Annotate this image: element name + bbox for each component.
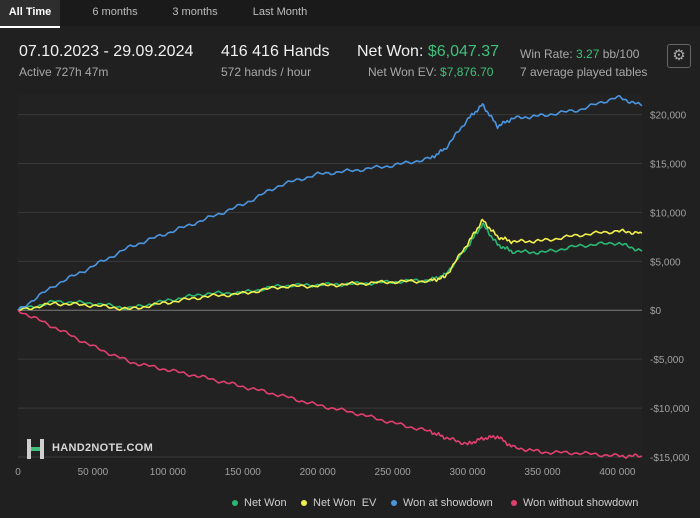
legend-won-without-showdown-label: Won without showdown: [523, 497, 639, 509]
legend-net-won-ev-swatch: [301, 500, 307, 507]
y-tick-label: -$10,000: [650, 404, 690, 415]
legend-net-won-label: Net Won: [244, 497, 287, 509]
x-tick-label: 250 000: [375, 467, 412, 475]
date-range: 07.10.2023 - 29.09.2024: [19, 43, 194, 60]
tab-all-time[interactable]: All Time: [0, 0, 60, 28]
legend-won-without-showdown[interactable]: Won without showdown: [511, 497, 638, 511]
x-tick-label: 0: [15, 467, 21, 475]
legend-won-at-showdown[interactable]: Won at showdown: [391, 497, 493, 511]
y-tick-label: $20,000: [650, 111, 687, 122]
x-tick-label: 350 000: [524, 467, 561, 475]
active-time: Active 727h 47m: [19, 65, 109, 79]
legend-net-won-ev-label: Net Won EV: [313, 497, 377, 509]
y-tick-label: -$15,000: [650, 453, 690, 464]
tab-6-months[interactable]: 6 months: [92, 6, 138, 18]
legend-won-at-showdown-label: Won at showdown: [403, 497, 493, 509]
y-tick-label: -$5,000: [650, 355, 684, 366]
hands-per-hour: 572 hands / hour: [221, 65, 312, 79]
y-tick-label: $10,000: [650, 208, 687, 219]
x-tick-label: 400 000: [599, 467, 636, 475]
x-tick-label: 300 000: [449, 467, 486, 475]
legend-net-won-swatch: [232, 500, 238, 507]
time-range-tabs: All Time 6 months 3 months Last Month: [0, 0, 700, 28]
net-won-ev-value: $7,876.70: [440, 65, 494, 79]
y-tick-label: $5,000: [650, 257, 681, 268]
gear-icon[interactable]: ⚙: [667, 44, 691, 68]
legend-net-won-ev[interactable]: Net Won EV: [301, 497, 376, 511]
x-tick-label: 200 000: [300, 467, 337, 475]
win-rate: Win Rate: 3.27 bb/100: [520, 47, 639, 61]
net-won-label: Net Won:: [357, 43, 428, 60]
x-tick-label: 150 000: [225, 467, 262, 475]
hand2note-logo-icon: [27, 439, 44, 459]
legend-won-at-showdown-swatch: [391, 500, 397, 507]
profit-chart: -$15,000 -$10,000 -$5,000 $0 $5,000 $10,000 $1…: [15, 95, 690, 475]
average-tables: 7 average played tables: [520, 65, 648, 79]
net-won-value: $6,047.37: [427, 43, 500, 60]
hands-count: 416 416 Hands: [221, 43, 330, 60]
x-tick-label: 50 000: [78, 467, 109, 475]
series-line-net-won-ev: [17, 218, 643, 311]
net-won: Net Won: $6,047.37: [357, 43, 499, 61]
win-rate-label: Win Rate:: [520, 47, 577, 61]
x-tick-label: 100 000: [150, 467, 187, 475]
legend-net-won[interactable]: Net Won: [232, 497, 287, 511]
tab-3-months[interactable]: 3 months: [172, 6, 218, 18]
net-won-ev: Net Won EV: $7,876.70: [368, 65, 493, 79]
plot-area: [18, 95, 642, 457]
series-line-won-at-showdown: [17, 95, 643, 311]
series-line-won-without-showdown: [17, 309, 643, 459]
net-won-ev-label: Net Won EV:: [368, 65, 441, 79]
tab-last-month[interactable]: Last Month: [252, 6, 308, 18]
win-rate-value: 3.27: [576, 47, 600, 61]
y-tick-label: $15,000: [650, 159, 687, 170]
win-rate-unit: bb/100: [599, 47, 640, 61]
y-tick-label: $0: [650, 306, 662, 317]
logo-text: HAND2NOTE.COM: [52, 442, 154, 454]
legend-won-without-showdown-swatch: [511, 500, 517, 507]
